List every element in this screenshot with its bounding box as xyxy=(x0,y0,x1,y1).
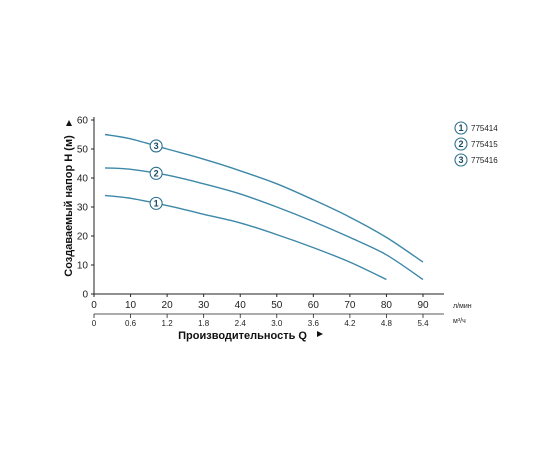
legend-marker-circle xyxy=(454,153,468,167)
x2-unit-label: м³/ч xyxy=(453,318,466,325)
curve-marker-circle xyxy=(149,166,163,180)
curve-marker-circle xyxy=(149,139,163,153)
x2-tick-label: 1.8 xyxy=(198,319,210,328)
x-tick-label: 0 xyxy=(91,300,97,311)
x-tick-label: 90 xyxy=(417,300,429,311)
y-axis-arrow-icon xyxy=(66,120,72,126)
legend-series-name: 775416 xyxy=(471,156,498,165)
x-tick-label: 50 xyxy=(271,300,283,311)
legend-marker-label: 1 xyxy=(458,123,463,133)
y-tick-label: 50 xyxy=(77,145,89,156)
x-ticks: 0 10 20 30 40 50 60 70 80 90 xyxy=(91,294,429,311)
y-tick-label: 30 xyxy=(77,203,89,214)
curve-marker-label: 2 xyxy=(154,169,159,179)
y-tick-label: 0 xyxy=(82,290,88,301)
x-unit-label: л/мин xyxy=(453,303,472,310)
x-tick-label: 10 xyxy=(125,300,137,311)
y-tick-label: 20 xyxy=(77,232,89,243)
legend-series-name: 775414 xyxy=(471,124,498,133)
x2-tick-label: 1.2 xyxy=(162,319,174,328)
curve-marker-label: 3 xyxy=(154,141,159,151)
x-tick-label: 70 xyxy=(344,300,356,311)
legend-marker-label: 2 xyxy=(458,139,463,149)
x-axis-arrow-icon xyxy=(317,331,323,337)
x2-tick-label: 5.4 xyxy=(417,319,429,328)
x2-tick-label: 3.0 xyxy=(271,319,283,328)
x2-tick-label: 3.6 xyxy=(308,319,320,328)
x-tick-label: 60 xyxy=(308,300,320,311)
curve-775415 xyxy=(104,167,424,281)
x-tick-label: 40 xyxy=(235,300,247,311)
legend: 1 775414 2 775415 3 775416 xyxy=(454,121,498,167)
x-tick-label: 20 xyxy=(162,300,174,311)
y-tick-label: 60 xyxy=(77,116,89,127)
curves xyxy=(104,133,424,281)
x2-tick-label: 0.6 xyxy=(125,319,137,328)
legend-marker-circle xyxy=(454,137,468,151)
axes xyxy=(93,117,444,315)
y-tick-label: 10 xyxy=(77,261,89,272)
x2-ticks: 0 0.6 1.2 1.8 2.4 3.0 3.6 4.2 4.8 5.4 xyxy=(92,314,429,328)
curve-marker-label: 1 xyxy=(154,199,159,209)
y-ticks: 0 10 20 30 40 50 60 xyxy=(77,116,94,301)
y-tick-label: 40 xyxy=(77,174,89,185)
x2-tick-label: 0 xyxy=(92,319,97,328)
x-tick-label: 30 xyxy=(198,300,210,311)
legend-series-name: 775415 xyxy=(471,140,498,149)
legend-marker-label: 3 xyxy=(458,155,463,165)
x-tick-label: 80 xyxy=(381,300,393,311)
x2-tick-label: 4.8 xyxy=(381,319,393,328)
curve-775416 xyxy=(104,133,424,263)
legend-marker-circle xyxy=(454,121,468,135)
curve-775414 xyxy=(104,194,387,281)
x2-tick-label: 2.4 xyxy=(235,319,247,328)
x2-tick-label: 4.2 xyxy=(344,319,356,328)
curve-marker-circle xyxy=(149,196,163,210)
curve-markers: 1 2 3 xyxy=(149,139,163,210)
x-axis-title: Производительность Q xyxy=(178,330,307,342)
y-axis-title: Создаваемый напор H (м) xyxy=(63,135,75,277)
